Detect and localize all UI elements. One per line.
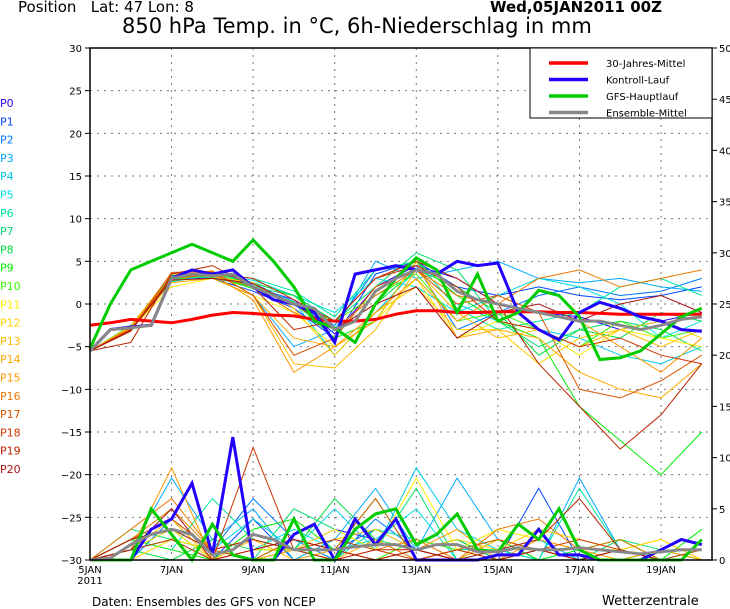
y-tick-label-left: −15: [61, 428, 82, 439]
main-temp-line-3: [88, 268, 702, 352]
main-precip-line-3: [89, 527, 702, 562]
member-precip-line-P19: [89, 497, 702, 561]
y-tick-label-left: 30: [69, 44, 82, 55]
member-temp-line-P14: [89, 260, 703, 399]
member-label-P1: P1: [0, 115, 14, 128]
member-temp-line-P19: [89, 260, 703, 450]
member-label-P6: P6: [0, 207, 14, 220]
member-label-P9: P9: [0, 262, 14, 275]
y-tick-label-right: 40: [719, 146, 730, 157]
member-label-P8: P8: [0, 243, 14, 256]
y-tick-label-right: 25: [719, 300, 730, 311]
x-tick-sublabel: 2011: [77, 576, 102, 587]
x-tick-label: 11JAN: [320, 565, 350, 576]
y-tick-label-left: 15: [69, 172, 82, 183]
y-tick-label-left: −30: [61, 556, 82, 567]
member-label-P19: P19: [0, 445, 21, 458]
x-tick-label: 19JAN: [646, 565, 676, 576]
x-tick-label: 7JAN: [160, 565, 183, 576]
member-label-P15: P15: [0, 372, 21, 385]
y-tick-label-left: 20: [69, 129, 82, 140]
y-tick-label-left: −20: [61, 471, 82, 482]
chart-title: 850 hPa Temp. in °C, 6h-Niederschlag in …: [122, 14, 592, 38]
y-tick-label-right: 10: [719, 454, 730, 465]
member-label-P14: P14: [0, 353, 21, 366]
y-tick-label-left: 0: [76, 300, 82, 311]
member-label-P7: P7: [0, 225, 14, 238]
y-tick-label-left: −10: [61, 385, 82, 396]
member-label-P2: P2: [0, 134, 14, 147]
member-label-P11: P11: [0, 298, 21, 311]
x-tick-label: 13JAN: [401, 565, 431, 576]
member-label-P3: P3: [0, 152, 14, 165]
position-label: Position Lat: 47 Lon: 8: [18, 0, 194, 16]
x-tick-label: 17JAN: [565, 565, 595, 576]
y-tick-label-right: 5: [719, 505, 725, 516]
y-tick-label-left: 5: [76, 257, 82, 268]
y-tick-label-right: 35: [719, 198, 730, 209]
plot-frame: [89, 47, 713, 561]
y-tick-label-right: 15: [719, 402, 730, 413]
member-label-P12: P12: [0, 317, 21, 330]
legend-label-3: Ensemble-Mittel: [606, 109, 687, 120]
member-label-P20: P20: [0, 463, 21, 476]
y-tick-label-right: 0: [719, 556, 725, 567]
member-label-P10: P10: [0, 280, 21, 293]
y-tick-label-right: 45: [719, 95, 730, 106]
member-label-P0: P0: [0, 97, 14, 110]
x-tick-label: 9JAN: [241, 565, 264, 576]
member-temp-line-P18: [89, 265, 702, 365]
y-tick-label-left: −25: [61, 513, 82, 524]
member-label-P17: P17: [0, 408, 21, 421]
member-label-P5: P5: [0, 189, 14, 202]
main-temp-line-0: [89, 309, 702, 327]
legend-label-2: GFS-Hauptlauf: [606, 92, 679, 103]
y-tick-label-left: 25: [69, 87, 82, 98]
x-tick-label: 15JAN: [483, 565, 513, 576]
footer-brand: Wetterzentrale: [602, 594, 699, 609]
legend-label-0: 30-Jahres-Mittel: [606, 59, 685, 70]
member-label-P18: P18: [0, 426, 21, 439]
member-label-P13: P13: [0, 335, 21, 348]
y-tick-label-left: −5: [67, 343, 82, 354]
y-tick-label-left: 10: [69, 215, 82, 226]
legend-label-1: Kontroll-Lauf: [606, 76, 670, 87]
footer-source: Daten: Ensembles des GFS von NCEP: [92, 595, 316, 609]
member-temp-line-P10: [89, 271, 702, 352]
run-time: Wed,05JAN2011 00Z: [490, 0, 662, 16]
member-temp-line-P4: [89, 269, 702, 365]
member-label-P16: P16: [0, 390, 21, 403]
main-temp-line-1: [88, 259, 702, 352]
y-tick-label-right: 30: [719, 249, 730, 260]
member-label-P4: P4: [0, 170, 14, 183]
x-tick-label: 5JAN: [78, 565, 101, 576]
y-tick-label-right: 20: [719, 351, 730, 362]
legend-box: [529, 47, 713, 119]
member-temp-line-P16: [89, 269, 702, 352]
member-temp-line-P11: [89, 277, 702, 356]
y-tick-label-right: 50: [719, 44, 730, 55]
